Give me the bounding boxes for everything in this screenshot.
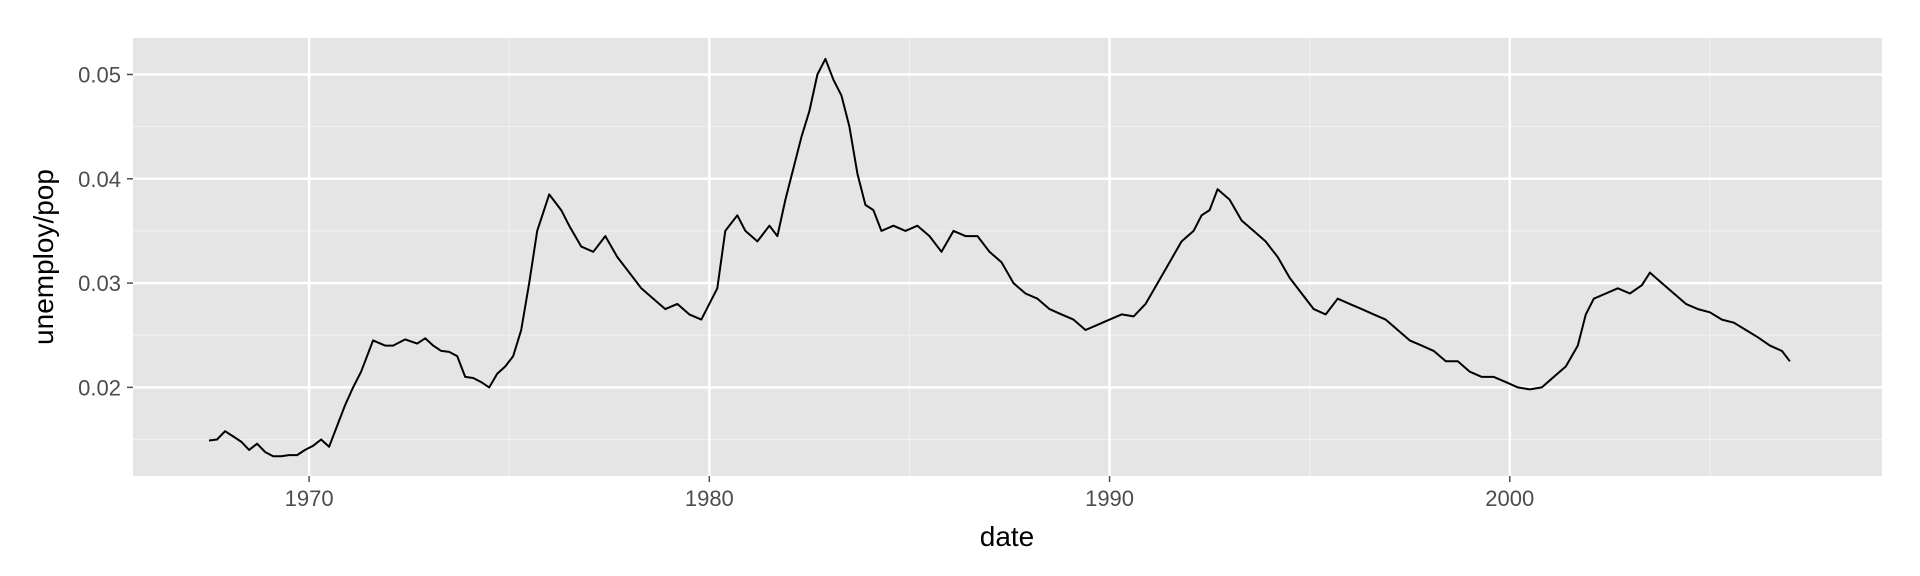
y-tick-label: 0.03	[78, 271, 121, 296]
series-line	[208, 57, 1791, 458]
x-axis-title: date	[980, 521, 1035, 552]
y-tick-label: 0.04	[78, 167, 121, 192]
x-tick-label: 1980	[685, 486, 734, 511]
minor-grid	[133, 38, 1882, 476]
x-tick-label: 1970	[285, 486, 334, 511]
x-tick-label: 1990	[1085, 486, 1134, 511]
plot-panel	[133, 38, 1882, 476]
major-grid	[133, 38, 1882, 476]
y-axis: 0.02 0.03 0.04 0.05	[78, 63, 133, 400]
x-tick-label: 2000	[1485, 486, 1534, 511]
x-axis: 1970 1980 1990 2000	[285, 476, 1534, 511]
y-tick-label: 0.02	[78, 375, 121, 400]
y-tick-label: 0.05	[78, 63, 121, 88]
y-axis-title: unemploy/pop	[28, 169, 59, 345]
